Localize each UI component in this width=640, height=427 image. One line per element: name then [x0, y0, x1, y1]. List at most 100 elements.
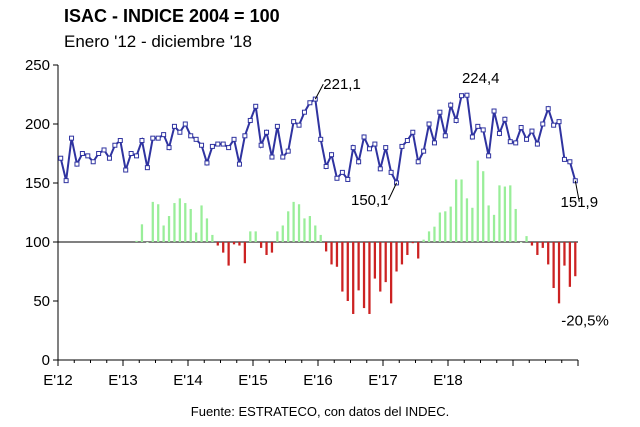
variation-bar-negative: [417, 242, 420, 259]
chart-title: ISAC - INDICE 2004 = 100: [64, 6, 280, 26]
isac-point-marker: [459, 93, 465, 99]
isac-point-marker: [567, 159, 573, 165]
variation-bar-negative: [368, 242, 371, 314]
variation-bar-positive: [249, 231, 252, 242]
isac-point-marker: [85, 153, 91, 159]
variation-bar-positive: [314, 225, 317, 242]
isac-point-marker: [90, 159, 96, 165]
variation-bar-positive: [189, 208, 192, 242]
variation-bar-negative: [411, 242, 414, 244]
variation-bar-negative: [216, 242, 219, 246]
isac-point-marker: [134, 153, 140, 159]
isac-point-marker: [556, 119, 562, 125]
variation-bar-negative: [530, 242, 534, 246]
isac-point-marker: [144, 165, 150, 171]
isac-point-marker: [496, 130, 502, 136]
isac-point-marker: [464, 92, 470, 98]
chart-canvas: 0 50 100 150 200 250 E'12 E'13 E'14 E'15 E'16 E'17 E…: [25, 57, 609, 389]
variation-bar-positive: [433, 226, 436, 242]
variation-bar-positive: [303, 218, 306, 242]
variation-bar-negative: [357, 242, 360, 291]
variation-bar-negative: [243, 242, 247, 264]
y-tick-label: 0: [42, 352, 50, 369]
isac-point-marker: [63, 178, 69, 184]
isac-point-marker: [366, 146, 372, 152]
variation-bar-positive: [422, 239, 425, 242]
variation-bar-negative: [324, 242, 328, 252]
variation-bar-positive: [211, 234, 214, 242]
variation-bar-positive: [454, 179, 458, 242]
annotation-label: 224,4: [462, 70, 500, 87]
variation-bar-positive: [173, 203, 176, 242]
isac-point-marker: [426, 121, 432, 127]
isac-point-marker: [150, 135, 156, 141]
variation-bar-positive: [135, 240, 138, 242]
variation-bar-negative: [384, 242, 387, 283]
isac-point-marker: [507, 139, 513, 145]
isac-point-marker: [209, 143, 215, 149]
variation-bar-positive: [140, 224, 144, 242]
variation-bar-positive: [297, 204, 301, 242]
isac-point-marker: [480, 127, 486, 133]
isac-point-marker: [220, 141, 226, 147]
x-tick-label: E'15: [238, 372, 268, 389]
isac-point-marker: [296, 122, 302, 128]
isac-point-marker: [236, 161, 242, 167]
annotation-leader: [388, 182, 397, 201]
isac-point-marker: [437, 109, 443, 115]
isac-point-marker: [274, 123, 280, 129]
variation-bar-positive: [444, 211, 447, 242]
variation-bar-positive: [503, 186, 507, 242]
isac-point-marker: [329, 152, 335, 158]
isac-point-marker: [106, 155, 112, 161]
isac-point-marker: [318, 136, 324, 142]
isac-point-marker: [247, 117, 253, 123]
isac-point-marker: [545, 106, 551, 112]
isac-point-marker: [491, 108, 497, 114]
isac-point-marker: [182, 121, 188, 127]
variation-bar-positive: [319, 234, 322, 242]
isac-point-marker: [410, 129, 416, 135]
isac-point-marker: [177, 129, 183, 135]
isac-point-marker: [518, 125, 524, 131]
isac-point-marker: [161, 132, 167, 138]
isac-point-marker: [323, 163, 329, 169]
annotation-leader: [314, 83, 324, 100]
isac-point-marker: [199, 142, 205, 148]
annotation-label: 221,1: [323, 76, 361, 93]
isac-point-marker: [475, 123, 481, 129]
isac-point-marker: [58, 155, 64, 161]
x-tick-label: E'14: [173, 372, 203, 389]
isac-point-marker: [421, 148, 427, 154]
variation-bar-negative: [541, 242, 544, 248]
x-tick-label: E'17: [368, 372, 398, 389]
annotation-leader: [574, 180, 580, 202]
variation-bar-negative: [389, 242, 393, 304]
isac-point-marker: [350, 145, 356, 151]
isac-point-marker: [242, 133, 248, 139]
variation-bar-negative: [352, 242, 355, 314]
isac-point-marker: [204, 160, 210, 166]
variation-bar-positive: [476, 160, 479, 242]
x-tick-label: E'12: [43, 372, 73, 389]
variation-bar-positive: [178, 198, 182, 242]
variation-bar-positive: [200, 205, 203, 242]
variation-bar-negative: [373, 242, 377, 279]
isac-point-marker: [74, 161, 80, 167]
isac-point-marker: [269, 154, 275, 160]
isac-point-marker: [264, 129, 270, 135]
y-tick-label: 200: [25, 116, 50, 133]
variation-bar-negative: [330, 242, 333, 265]
variation-bar-positive: [438, 212, 442, 242]
variation-bar-positive: [465, 198, 469, 242]
isac-point-marker: [117, 138, 123, 144]
variation-bar-negative: [574, 242, 577, 277]
isac-point-marker: [540, 121, 546, 127]
isac-point-marker: [383, 145, 389, 151]
variation-bar-positive: [292, 201, 295, 242]
isac-point-marker: [486, 153, 492, 159]
annotation-label: 151,9: [561, 194, 599, 211]
isac-point-marker: [431, 140, 437, 146]
isac-point-marker: [561, 156, 567, 162]
variation-bar-positive: [205, 218, 209, 242]
